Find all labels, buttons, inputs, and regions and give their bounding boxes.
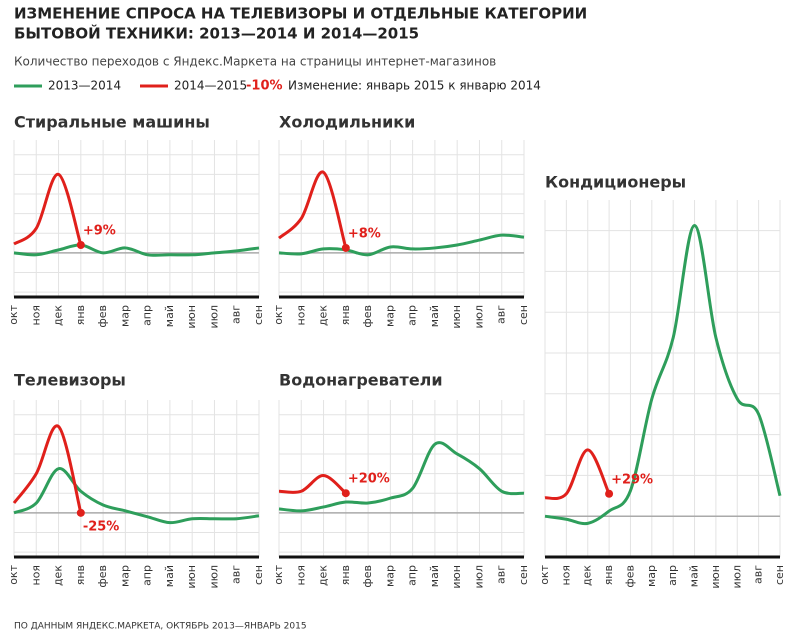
series-line xyxy=(544,224,782,526)
x-tick-label: авг xyxy=(752,565,765,584)
title-line: ИЗМЕНЕНИЕ СПРОСА НА ТЕЛЕВИЗОРЫ И ОТДЕЛЬН… xyxy=(14,5,587,23)
change-annotation: +9% xyxy=(83,223,116,238)
x-tick-label: мар xyxy=(118,305,131,327)
series-line xyxy=(278,474,347,495)
x-tick-label: сен xyxy=(517,305,530,325)
x-tick-label: окт xyxy=(272,304,285,324)
x-tick-label: июн xyxy=(185,305,198,329)
x-tick-label: сен xyxy=(773,565,786,585)
x-tick-label: апр xyxy=(141,565,154,586)
x-tick-label: апр xyxy=(666,565,679,586)
legend-note: Изменение: январь 2015 к январю 2014 xyxy=(288,79,541,93)
title-line: БЫТОВОЙ ТЕХНИКИ: 2013—2014 И 2014—2015 xyxy=(14,24,419,43)
x-tick-label: дек xyxy=(581,565,594,586)
x-tick-label: мар xyxy=(383,305,396,327)
change-annotation: +29% xyxy=(611,472,653,487)
x-tick-label: янв xyxy=(74,305,87,325)
end-dot xyxy=(341,243,350,252)
x-tick-label: май xyxy=(688,565,701,587)
x-tick-label: фев xyxy=(96,565,109,588)
x-tick-label: сен xyxy=(252,305,265,325)
panel-title: Телевизоры xyxy=(14,371,126,390)
x-tick-label: фев xyxy=(361,565,374,588)
x-tick-label: окт xyxy=(538,564,551,584)
x-tick-label: июл xyxy=(730,565,743,588)
x-tick-label: авг xyxy=(230,565,243,584)
x-tick-label: ноя xyxy=(294,305,307,326)
x-tick-label: дек xyxy=(317,305,330,326)
x-tick-label: дек xyxy=(317,565,330,586)
series-line xyxy=(278,233,525,257)
x-tick-label: апр xyxy=(141,305,154,326)
legend-label: 2014—2015 xyxy=(174,79,247,93)
end-dot xyxy=(341,489,350,498)
series-line xyxy=(278,170,348,249)
x-tick-label: июн xyxy=(185,565,198,589)
x-tick-label: сен xyxy=(252,565,265,585)
series-line xyxy=(278,441,525,513)
x-tick-label: ноя xyxy=(294,565,307,586)
end-dot xyxy=(76,240,85,249)
x-tick-label: авг xyxy=(495,305,508,324)
x-tick-label: июл xyxy=(472,305,485,328)
legend-sample: -10% xyxy=(246,79,283,94)
x-tick-label: май xyxy=(428,305,441,327)
change-annotation: +8% xyxy=(348,226,381,241)
x-tick-label: май xyxy=(428,565,441,587)
x-tick-label: май xyxy=(163,305,176,327)
source: ПО ДАННЫМ ЯНДЕКС.МАРКЕТА, ОКТЯБРЬ 2013—Я… xyxy=(14,622,307,632)
x-tick-label: апр xyxy=(406,565,419,586)
x-tick-label: фев xyxy=(623,565,636,588)
x-tick-label: июл xyxy=(207,565,220,588)
change-annotation: -25% xyxy=(83,519,120,534)
panel-title: Холодильники xyxy=(279,113,415,132)
x-tick-label: янв xyxy=(74,565,87,585)
end-dot xyxy=(76,508,85,517)
x-tick-label: фев xyxy=(361,305,374,328)
series-line xyxy=(13,172,83,246)
x-tick-label: июн xyxy=(450,565,463,589)
x-tick-label: фев xyxy=(96,305,109,328)
x-tick-label: июл xyxy=(472,565,485,588)
subtitle: Количество переходов с Яндекс.Маркета на… xyxy=(14,55,496,69)
x-tick-label: май xyxy=(163,565,176,587)
legend-label: 2013—2014 xyxy=(48,79,121,93)
panel-title: Стиральные машины xyxy=(14,113,210,132)
series-line xyxy=(13,243,260,257)
x-tick-label: окт xyxy=(7,564,20,584)
series-line xyxy=(13,467,260,525)
x-tick-label: июн xyxy=(709,565,722,589)
x-tick-label: янв xyxy=(339,565,352,585)
x-tick-label: сен xyxy=(517,565,530,585)
x-tick-label: янв xyxy=(339,305,352,325)
x-tick-label: мар xyxy=(383,565,396,587)
end-dot xyxy=(605,489,614,498)
x-tick-label: ноя xyxy=(29,565,42,586)
panel-title: Кондиционеры xyxy=(545,173,686,192)
x-tick-label: окт xyxy=(272,564,285,584)
x-tick-label: ноя xyxy=(29,305,42,326)
series-line xyxy=(12,424,83,514)
change-annotation: +20% xyxy=(348,472,390,487)
x-tick-label: мар xyxy=(118,565,131,587)
x-tick-label: авг xyxy=(495,565,508,584)
series-line xyxy=(544,448,611,501)
x-tick-label: янв xyxy=(602,565,615,585)
x-tick-label: мар xyxy=(645,565,658,587)
x-tick-label: июл xyxy=(207,305,220,328)
x-tick-label: апр xyxy=(406,305,419,326)
x-tick-label: дек xyxy=(52,565,65,586)
x-tick-label: июн xyxy=(450,305,463,329)
x-tick-label: дек xyxy=(52,305,65,326)
x-tick-label: окт xyxy=(7,304,20,324)
x-tick-label: авг xyxy=(230,305,243,324)
x-tick-label: ноя xyxy=(559,565,572,586)
panel-title: Водонагреватели xyxy=(279,371,443,390)
